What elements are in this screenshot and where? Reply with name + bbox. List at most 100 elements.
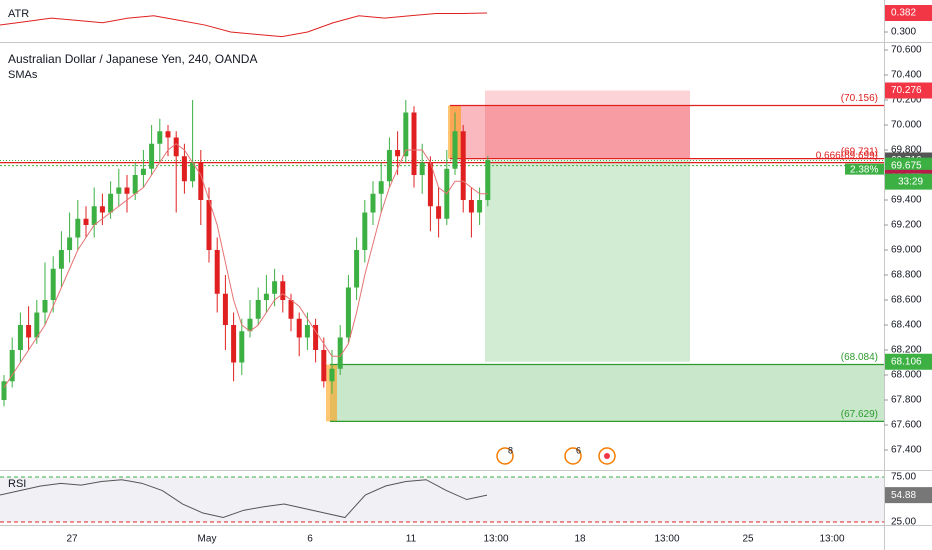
y-tick-label: 70.600 xyxy=(891,45,922,56)
candle-body xyxy=(436,206,442,219)
x-tick-label: 13:00 xyxy=(819,534,844,545)
stop-zone xyxy=(450,105,690,159)
candle-body xyxy=(280,281,286,300)
candle-body xyxy=(83,218,89,225)
candle-body xyxy=(190,162,196,182)
event-count: 8 xyxy=(508,445,513,455)
price-badge xyxy=(885,82,932,99)
candle-body xyxy=(354,250,360,288)
candle-body xyxy=(272,281,278,294)
y-tick-label: 69.200 xyxy=(891,220,922,231)
rsi-band xyxy=(0,477,884,523)
sma-line xyxy=(3,143,488,388)
candle-body xyxy=(17,325,23,350)
candle-body xyxy=(460,131,466,200)
x-tick-label: 13:00 xyxy=(654,534,679,545)
candle-body xyxy=(165,131,171,138)
candle-body xyxy=(26,325,32,338)
y-tick-label: 0.300 xyxy=(891,27,916,38)
y-tick-label: 67.400 xyxy=(891,445,922,456)
candle-body xyxy=(395,150,401,157)
candle-body xyxy=(477,200,483,213)
candle-body xyxy=(9,350,15,382)
candle-body xyxy=(386,150,392,182)
candle-body xyxy=(206,200,212,250)
candle-body xyxy=(263,293,269,300)
candle-body xyxy=(214,250,220,294)
candle-body xyxy=(247,318,253,332)
target-zone xyxy=(485,160,690,362)
y-tick-label: 70.200 xyxy=(891,95,922,106)
y-tick-label: 69.400 xyxy=(891,195,922,206)
candle-body xyxy=(124,187,130,194)
candle-body xyxy=(329,368,335,382)
y-tick-label: 70.000 xyxy=(891,120,922,131)
y-tick-label: 25.00 xyxy=(891,517,916,528)
candle-body xyxy=(313,325,319,350)
candle-body xyxy=(181,156,187,182)
candle-body xyxy=(419,162,425,175)
x-tick-label: 25 xyxy=(742,534,754,545)
candle-body xyxy=(411,112,417,175)
candle-body xyxy=(222,293,228,325)
price-badge xyxy=(885,353,932,370)
chart-subtitle: SMAs xyxy=(8,69,38,81)
level-label: (68.084) xyxy=(841,352,878,363)
candle-body xyxy=(132,175,138,194)
x-tick-label: 13:00 xyxy=(483,534,508,545)
event-icon xyxy=(496,447,514,465)
level-label: (70.156) xyxy=(841,93,878,104)
price-badge-label: 70.276 xyxy=(891,85,922,96)
price-badge xyxy=(885,157,932,174)
x-tick-label: 18 xyxy=(574,534,586,545)
candle-body xyxy=(304,325,310,338)
candle-body xyxy=(427,162,433,207)
candle-body xyxy=(1,381,7,400)
y-tick-label: 75.00 xyxy=(891,472,916,483)
indicator-title: RSI xyxy=(8,478,26,490)
candle-body xyxy=(468,200,474,213)
y-tick-label: 68.600 xyxy=(891,295,922,306)
candle-body xyxy=(34,312,40,338)
candle-body xyxy=(198,162,204,200)
candle-body xyxy=(452,131,458,169)
chart-title: Australian Dollar / Japanese Yen, 240, O… xyxy=(8,52,257,66)
candle-body xyxy=(116,187,122,194)
y-tick-label: 70.400 xyxy=(891,70,922,81)
candle-body xyxy=(99,206,105,213)
x-tick-label: 6 xyxy=(307,534,313,545)
target-zone-lower xyxy=(330,364,884,422)
y-tick-label: 69.000 xyxy=(891,245,922,256)
stop-zone-outer xyxy=(485,90,690,159)
candle-body xyxy=(75,218,81,238)
candle-body xyxy=(378,181,384,194)
candle-body xyxy=(173,137,179,157)
candle-body xyxy=(288,300,294,319)
level-label: (69.731) xyxy=(841,146,878,157)
timer-label: 33:29 xyxy=(898,176,923,187)
indicator-badge xyxy=(885,4,932,21)
candle-body xyxy=(337,337,343,369)
candle-body xyxy=(157,131,163,144)
x-tick-label: 11 xyxy=(406,534,417,545)
event-icon xyxy=(564,447,582,465)
candle-body xyxy=(345,287,351,338)
change-badge xyxy=(845,163,884,175)
candle-body xyxy=(485,160,491,200)
x-tick-label: 27 xyxy=(66,534,78,545)
candle-body xyxy=(239,331,245,363)
level-label: (67.629) xyxy=(841,409,878,420)
candle-body xyxy=(296,318,302,338)
indicator-line xyxy=(0,479,488,519)
indicator-title: ATR xyxy=(8,8,29,20)
indicator-line xyxy=(0,12,488,38)
y-tick-label: 67.600 xyxy=(891,420,922,431)
price-badge-label: 68.106 xyxy=(891,356,922,367)
indicator-badge-label: 0.382 xyxy=(891,8,916,19)
candle-body xyxy=(370,193,376,213)
level-label: 0.666(69.699) xyxy=(816,150,878,161)
candle-body xyxy=(403,112,409,157)
y-tick-label: 69.800 xyxy=(891,145,922,156)
